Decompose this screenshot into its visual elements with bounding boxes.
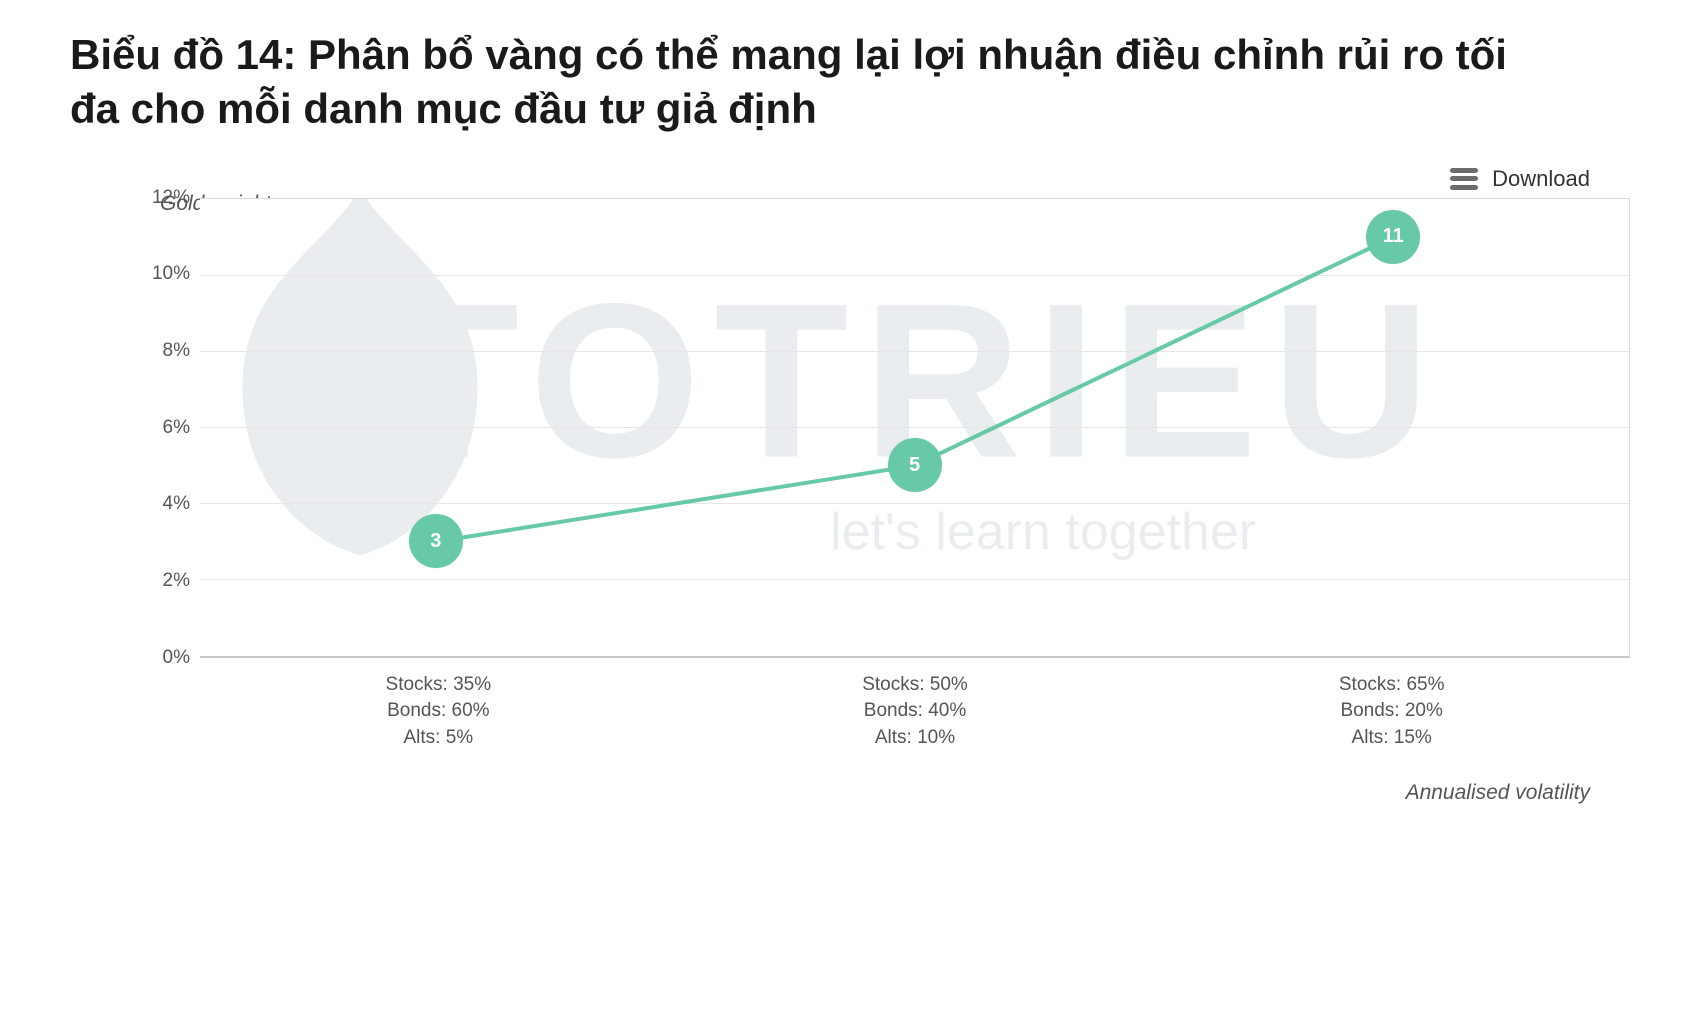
line-series (200, 199, 1629, 656)
x-tick: Stocks: 50% Bonds: 40% Alts: 10% (677, 672, 1154, 752)
y-tick: 8% (163, 340, 190, 362)
data-marker[interactable]: 11 (1366, 210, 1420, 264)
y-tick: 10% (152, 263, 190, 285)
plot-area: TOTRIEU let's learn together 3511 (200, 198, 1630, 658)
data-marker[interactable]: 3 (409, 514, 463, 568)
x-axis-label: Annualised volatility (130, 781, 1630, 805)
y-axis-ticks: 0%2%4%6%8%10%12% (130, 198, 200, 658)
download-button[interactable]: Download (1492, 166, 1590, 192)
y-tick: 0% (163, 647, 190, 669)
data-marker[interactable]: 5 (888, 438, 942, 492)
menu-icon[interactable] (1450, 168, 1478, 190)
y-tick: 12% (152, 187, 190, 209)
x-tick: Stocks: 35% Bonds: 60% Alts: 5% (200, 672, 677, 752)
y-tick: 6% (163, 417, 190, 439)
chart-title: Biểu đồ 14: Phân bổ vàng có thể mang lại… (70, 28, 1520, 136)
toolbar: Download (70, 166, 1630, 192)
chart: Gold weight 0%2%4%6%8%10%12% TOTRIEU let… (130, 198, 1630, 806)
x-axis-ticks: Stocks: 35% Bonds: 60% Alts: 5%Stocks: 5… (200, 672, 1630, 752)
x-tick: Stocks: 65% Bonds: 20% Alts: 15% (1153, 672, 1630, 752)
y-tick: 4% (163, 493, 190, 515)
y-tick: 2% (163, 570, 190, 592)
